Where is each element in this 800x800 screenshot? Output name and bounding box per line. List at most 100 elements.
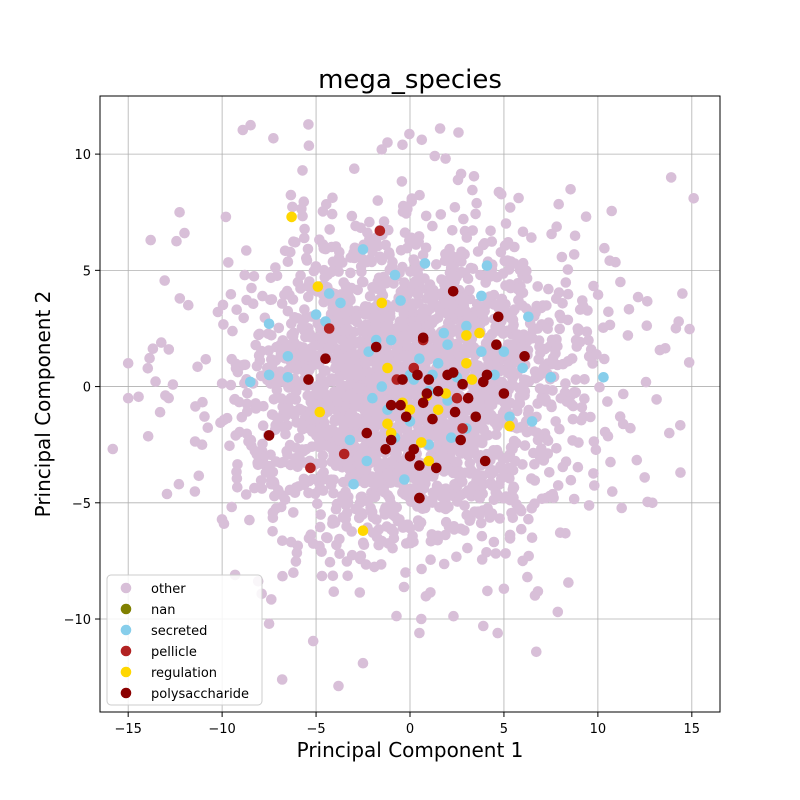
other-point (371, 514, 382, 525)
secreted-point (446, 432, 457, 444)
other-point (505, 313, 517, 324)
other-point (413, 521, 425, 532)
other-point (229, 394, 240, 405)
other-point (328, 586, 340, 597)
other-point (500, 380, 511, 391)
legend-label-other: other (151, 582, 186, 597)
other-point (240, 489, 252, 500)
other-point (569, 387, 580, 399)
polysaccharide-point (400, 411, 412, 423)
secreted-point (323, 288, 335, 299)
other-point (519, 390, 530, 401)
other-point (284, 289, 295, 301)
other-point (554, 423, 565, 435)
other-point (258, 400, 269, 412)
other-point (254, 328, 265, 340)
other-point (263, 345, 275, 356)
pellicle-point (338, 448, 350, 460)
polysaccharide-point (447, 286, 459, 297)
other-point (511, 499, 522, 510)
other-point (378, 216, 390, 227)
other-point (588, 436, 600, 447)
other-point (474, 509, 486, 520)
polysaccharide-point (479, 455, 491, 467)
other-point (560, 277, 572, 288)
other-point (552, 606, 564, 618)
other-point (218, 518, 230, 529)
other-point (360, 404, 371, 416)
other-point (404, 128, 415, 140)
other-point (490, 548, 502, 559)
other-point (551, 341, 562, 353)
other-point (350, 220, 361, 232)
other-point (475, 517, 487, 529)
other-point (500, 548, 511, 559)
other-point (420, 591, 432, 602)
other-point (349, 242, 361, 254)
secreted-point (263, 369, 275, 381)
other-point (320, 365, 331, 377)
other-point (504, 202, 516, 213)
other-point (107, 443, 119, 455)
other-point (359, 325, 371, 337)
regulation-point (376, 297, 388, 309)
other-point (307, 635, 319, 647)
secreted-point (414, 353, 425, 365)
other-point (480, 277, 492, 288)
polysaccharide-point (519, 351, 530, 362)
y-tick-label: −5 (72, 497, 91, 512)
polysaccharide-point (417, 397, 429, 409)
other-point (523, 513, 534, 525)
other-point (275, 393, 287, 404)
secreted-point (245, 376, 256, 388)
other-point (516, 523, 527, 535)
other-point (416, 134, 428, 146)
secreted-point (598, 372, 609, 383)
other-point (179, 227, 190, 239)
other-point (189, 486, 201, 497)
other-point (144, 352, 155, 364)
other-point (249, 482, 260, 494)
other-point (435, 209, 447, 220)
other-point (492, 627, 504, 639)
other-point (314, 521, 326, 533)
polysaccharide-point (370, 341, 382, 353)
other-point (277, 570, 288, 582)
other-point (688, 193, 699, 204)
other-point (506, 366, 517, 378)
secreted-point (476, 346, 487, 358)
other-point (340, 280, 352, 292)
x-tick-label: −15 (114, 722, 141, 737)
other-point (288, 507, 299, 518)
other-point (463, 404, 475, 416)
other-point (388, 502, 400, 513)
legend-marker-polysaccharide (120, 687, 132, 699)
other-point (399, 330, 410, 342)
other-point (304, 364, 315, 376)
other-point (290, 556, 302, 567)
other-point (303, 119, 314, 130)
other-point (359, 477, 370, 489)
other-point (317, 485, 329, 496)
other-point (379, 457, 391, 469)
secreted-point (389, 269, 401, 281)
other-point (447, 225, 458, 236)
other-point (332, 396, 343, 408)
other-point (360, 358, 371, 369)
other-point (239, 359, 251, 371)
other-point (440, 153, 451, 164)
other-point (276, 674, 288, 685)
other-point (373, 539, 385, 551)
other-point (266, 360, 278, 372)
other-point (277, 401, 289, 413)
other-point (501, 452, 512, 464)
other-point (592, 289, 604, 301)
other-point (225, 289, 237, 300)
other-point (318, 467, 330, 478)
other-point (279, 494, 291, 505)
other-point (535, 347, 546, 359)
other-point (439, 255, 451, 267)
secreted-point (498, 346, 510, 358)
other-point (605, 456, 616, 468)
